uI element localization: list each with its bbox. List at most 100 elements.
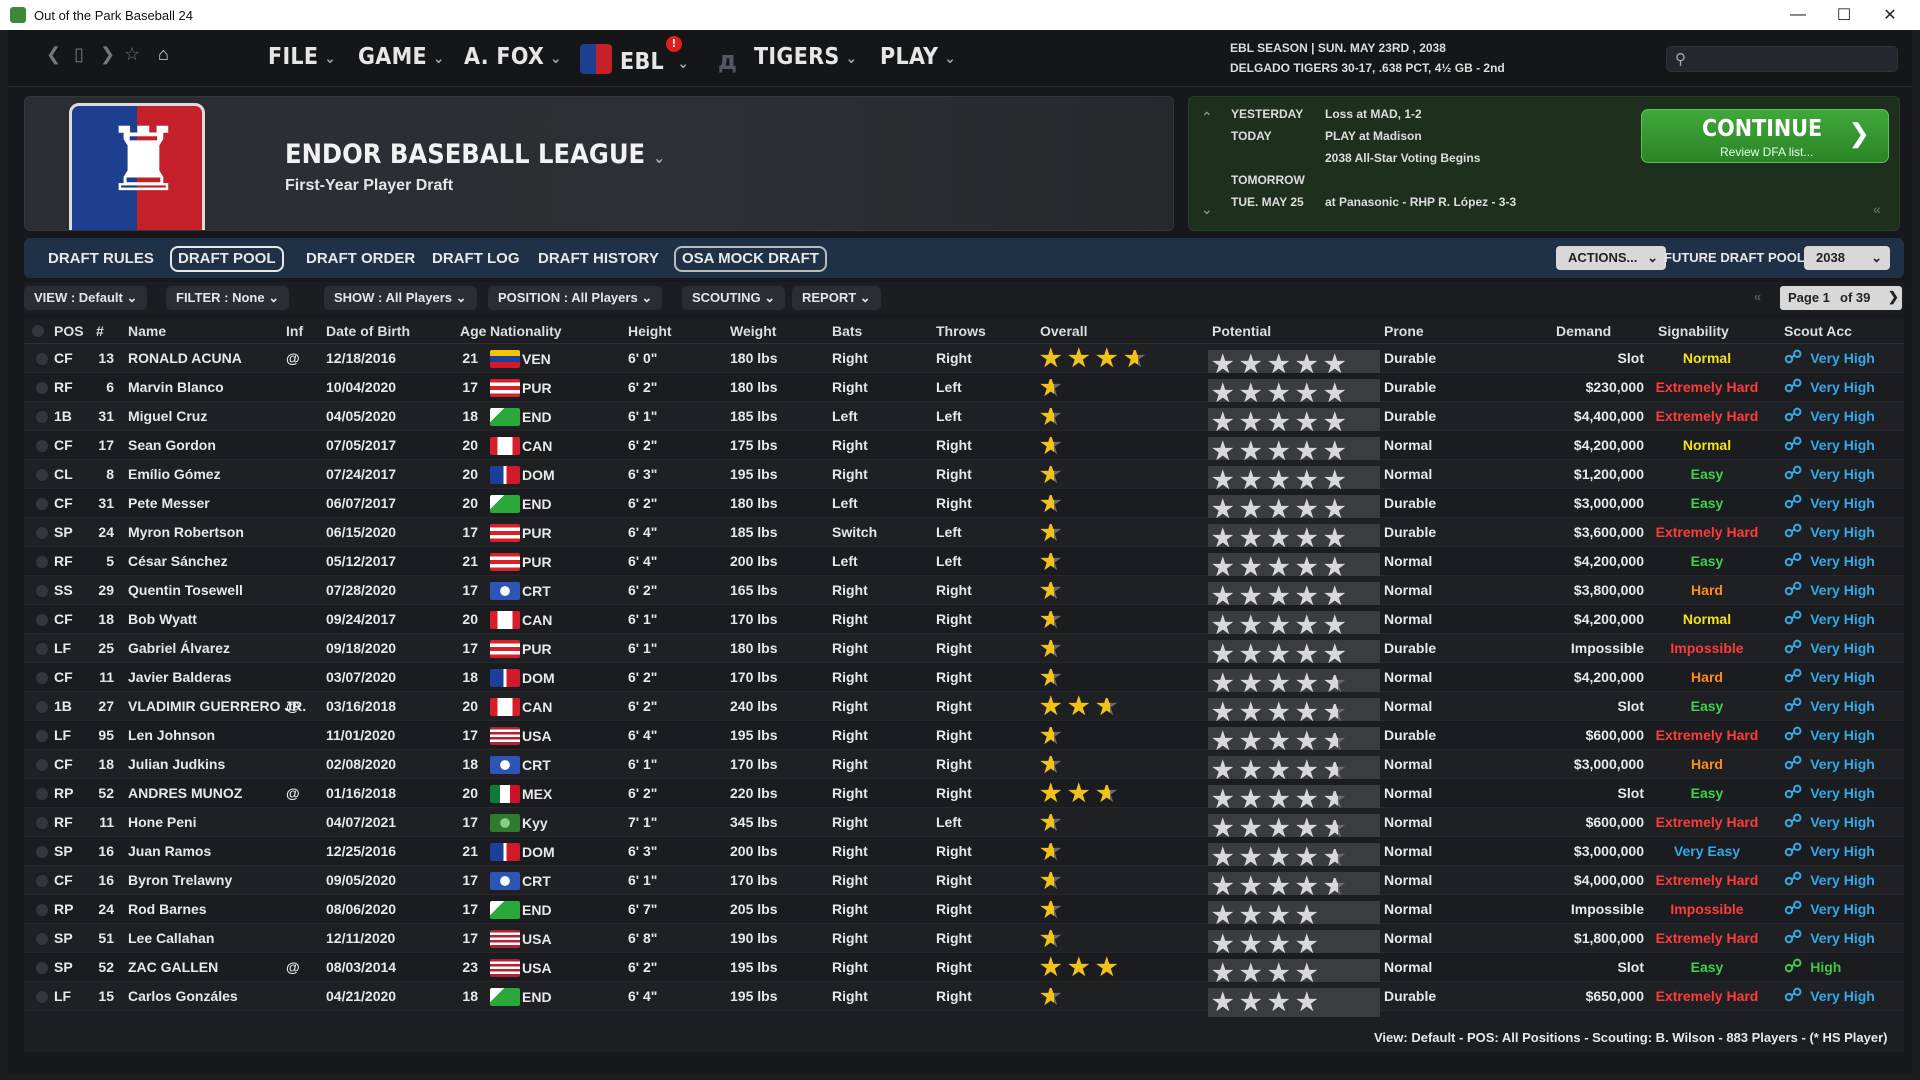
table-row[interactable]: SP 52 ZAC GALLEN @08/03/2014 23 USA 6' 2" 195 l… <box>24 953 1904 988</box>
cell-name[interactable]: RONALD ACUNA <box>128 350 242 366</box>
cell-scout-acc[interactable]: ☍ Very High <box>1784 840 1875 860</box>
col-dob[interactable]: Date of Birth <box>326 323 410 339</box>
cell-scout-acc[interactable]: ☍ Very High <box>1784 347 1875 367</box>
next-page-icon[interactable]: ❯ <box>1888 289 1899 304</box>
menu-play[interactable]: PLAY ⌄ <box>880 44 956 70</box>
col-overall[interactable]: Overall <box>1040 323 1088 339</box>
page-icon[interactable]: ▯ <box>74 44 84 64</box>
cell-name[interactable]: VLADIMIR GUERRERO JR. <box>128 698 307 714</box>
table-row[interactable]: RP 24 Rod Barnes 08/06/2020 17 END 6' 7" 205 lb… <box>24 895 1904 930</box>
col-age[interactable]: Age <box>460 323 487 339</box>
row-select-toggle[interactable] <box>36 759 48 771</box>
menu-game[interactable]: GAME ⌄ <box>358 44 445 70</box>
cell-scout-acc[interactable]: ☍ Very High <box>1784 753 1875 773</box>
last-page-icon[interactable]: » <box>1910 289 1912 304</box>
row-select-toggle[interactable] <box>36 672 48 684</box>
table-row[interactable]: RF 11 Hone Peni 04/07/2021 17 Kyy 7' 1" 345 lbs… <box>24 808 1904 843</box>
cell-scout-acc[interactable]: ☍ Very High <box>1784 724 1875 744</box>
table-row[interactable]: CF 13 RONALD ACUNA @12/18/2016 21 VEN 6' 0" 180… <box>24 344 1904 379</box>
show-dropdown[interactable]: SHOW : All Players ⌄ <box>324 286 477 310</box>
cell-name[interactable]: Miguel Cruz <box>128 408 208 424</box>
col-weight[interactable]: Weight <box>730 323 777 339</box>
table-row[interactable]: CF 18 Bob Wyatt 09/24/2017 20 CAN 6' 1" 170 lbs… <box>24 605 1904 640</box>
cell-name[interactable]: Pete Messer <box>128 495 210 511</box>
cell-scout-acc[interactable]: ☍ Very High <box>1784 985 1875 1005</box>
page-number[interactable]: Page 1 <box>1788 290 1830 305</box>
row-select-toggle[interactable] <box>36 701 48 713</box>
filter-dropdown[interactable]: FILTER : None ⌄ <box>166 286 290 310</box>
row-select-toggle[interactable] <box>36 411 48 423</box>
table-row[interactable]: CL 8 Emílio Gómez 07/24/2017 20 DOM 6' 3" 195 l… <box>24 460 1904 495</box>
row-select-toggle[interactable] <box>36 469 48 481</box>
close-icon[interactable]: ✕ <box>1883 7 1897 24</box>
table-row[interactable]: RP 52 ANDRES MUNOZ @01/16/2018 20 MEX 6' 2" 220… <box>24 779 1904 814</box>
row-select-toggle[interactable] <box>36 788 48 800</box>
cell-scout-acc[interactable]: ☍ Very High <box>1784 521 1875 541</box>
row-select-toggle[interactable] <box>36 933 48 945</box>
cell-name[interactable]: Len Johnson <box>128 727 216 743</box>
table-row[interactable]: SS 29 Quentin Tosewell 07/28/2020 17 CRT 6' 2"… <box>24 576 1904 611</box>
row-select-toggle[interactable] <box>36 875 48 887</box>
cell-scout-acc[interactable]: ☍ Very High <box>1784 637 1875 657</box>
cell-name[interactable]: ZAC GALLEN <box>128 959 219 975</box>
actions-dropdown[interactable]: ACTIONS... ⌄ <box>1556 246 1666 270</box>
cell-scout-acc[interactable]: ☍ Very High <box>1784 869 1875 889</box>
cell-scout-acc[interactable]: ☍ Very High <box>1784 550 1875 570</box>
cell-name[interactable]: Rod Barnes <box>128 901 207 917</box>
table-row[interactable]: RF 6 Marvin Blanco 10/04/2020 17 PUR 6' 2" 180 … <box>24 373 1904 408</box>
tab-draft-history[interactable]: DRAFT HISTORY <box>538 250 659 267</box>
tab-draft-log[interactable]: DRAFT LOG <box>432 250 520 267</box>
col-bats[interactable]: Bats <box>832 323 863 339</box>
cell-name[interactable]: Gabriel Álvarez <box>128 640 230 656</box>
cell-scout-acc[interactable]: ☍ Very High <box>1784 434 1875 454</box>
row-select-toggle[interactable] <box>36 614 48 626</box>
row-select-toggle[interactable] <box>36 527 48 539</box>
cell-name[interactable]: Lee Callahan <box>128 930 215 946</box>
row-select-toggle[interactable] <box>36 498 48 510</box>
col-potential[interactable]: Potential <box>1212 323 1272 339</box>
cell-scout-acc[interactable]: ☍ Very High <box>1784 492 1875 512</box>
menu-manager[interactable]: A. FOX ⌄ <box>464 44 562 70</box>
row-select-toggle[interactable] <box>36 440 48 452</box>
cell-scout-acc[interactable]: ☍ Very High <box>1784 608 1875 628</box>
row-select-toggle[interactable] <box>36 904 48 916</box>
cell-name[interactable]: Marvin Blanco <box>128 379 224 395</box>
today-game[interactable]: PLAY at Madison <box>1325 129 1422 143</box>
back-icon[interactable]: ❮ <box>46 44 62 64</box>
cell-scout-acc[interactable]: ☍ Very High <box>1784 811 1875 831</box>
col-prone[interactable]: Prone <box>1384 323 1424 339</box>
yesterday-result[interactable]: Loss at MAD, 1-2 <box>1325 107 1422 121</box>
col-name[interactable]: Name <box>128 323 167 339</box>
forward-icon[interactable]: ❯ <box>100 44 116 64</box>
table-row[interactable]: LF 15 Carlos Gonzáles 04/21/2020 18 END 6' 4" 1… <box>24 982 1904 1017</box>
menu-file[interactable]: FILE ⌄ <box>268 44 336 70</box>
row-select-toggle[interactable] <box>36 353 48 365</box>
cell-name[interactable]: Bob Wyatt <box>128 611 197 627</box>
cell-scout-acc[interactable]: ☍ Very High <box>1784 666 1875 686</box>
maximize-icon[interactable]: ☐ <box>1836 7 1852 24</box>
row-select-toggle[interactable] <box>36 556 48 568</box>
chevron-down-icon[interactable]: ⌄ <box>1201 201 1213 217</box>
col-throws[interactable]: Throws <box>936 323 986 339</box>
row-select-toggle[interactable] <box>36 991 48 1003</box>
league-title[interactable]: ENDOR BASEBALL LEAGUE ⌄ <box>285 139 666 170</box>
table-row[interactable]: LF 25 Gabriel Álvarez 09/18/2020 17 PUR 6' 1" 1… <box>24 634 1904 669</box>
cell-name[interactable]: Juan Ramos <box>128 843 212 859</box>
view-dropdown[interactable]: VIEW : Default ⌄ <box>24 286 148 310</box>
star-icon[interactable]: ☆ <box>124 44 141 64</box>
cell-scout-acc[interactable]: ☍ Very High <box>1784 376 1875 396</box>
cell-name[interactable]: Javier Balderas <box>128 669 232 685</box>
cell-scout-acc[interactable]: ☍ Very High <box>1784 405 1875 425</box>
select-all-toggle[interactable] <box>32 325 44 337</box>
cell-name[interactable]: Quentin Tosewell <box>128 582 243 598</box>
cell-name[interactable]: Byron Trelawny <box>128 872 233 888</box>
cell-name[interactable]: ANDRES MUNOZ <box>128 785 243 801</box>
report-dropdown[interactable]: REPORT ⌄ <box>792 286 881 310</box>
tab-draft-pool[interactable]: DRAFT POOL <box>170 246 284 272</box>
home-icon[interactable]: ⌂ <box>158 44 169 64</box>
table-row[interactable]: CF 31 Pete Messer 06/07/2017 20 END 6' 2" 180 l… <box>24 489 1904 524</box>
table-row[interactable]: SP 24 Myron Robertson 06/15/2020 17 PUR 6' 4" 1… <box>24 518 1904 553</box>
row-select-toggle[interactable] <box>36 817 48 829</box>
table-row[interactable]: SP 51 Lee Callahan 12/11/2020 17 USA 6' 8" 190 … <box>24 924 1904 959</box>
row-select-toggle[interactable] <box>36 962 48 974</box>
